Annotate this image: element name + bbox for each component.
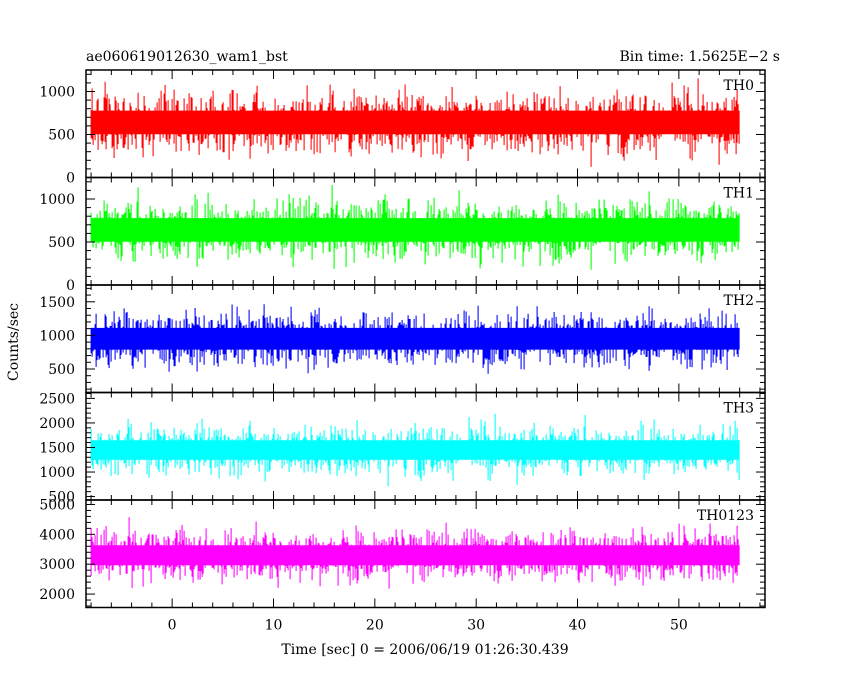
y-tick-label: 2000 <box>39 587 75 603</box>
series-th3 <box>90 413 740 487</box>
y-tick-label: 0 <box>66 171 75 187</box>
panel-th0: 0 500 1000 TH0 <box>39 69 766 187</box>
panel-label-th0123: TH0123 <box>697 508 754 524</box>
y-tick-label: 500 <box>48 128 75 144</box>
y-tick-label: 1000 <box>39 465 75 481</box>
y-tick-label: 500 <box>48 490 75 506</box>
y-tick-label: 1000 <box>39 192 75 208</box>
panel-label-th3: TH3 <box>724 401 754 417</box>
y-tick-label: 500 <box>48 362 75 378</box>
y-tick-label: 4000 <box>39 527 75 543</box>
x-tick-label: 30 <box>467 618 485 634</box>
y-tick-label: 1000 <box>39 328 75 344</box>
panel-th3: 500 1000 1500 2000 2500 TH3 <box>39 391 766 506</box>
series-th1 <box>90 185 740 270</box>
series-th2 <box>90 304 740 374</box>
chart-title-right: Bin time: 1.5625E−2 s <box>619 49 780 65</box>
panel-th0123: 2000 3000 4000 5000 TH0123 0 10 20 30 40 50 <box>39 497 766 634</box>
panel-label-th2: TH2 <box>724 293 754 309</box>
y-axis-label: Counts/sec <box>6 303 22 381</box>
x-axis-label: Time [sec] 0 = 2006/06/19 01:26:30.439 <box>281 642 568 658</box>
y-tick-label: 0 <box>66 278 75 294</box>
panel-label-th0: TH0 <box>724 78 754 94</box>
chart-title-left: ae060619012630_wam1_bst <box>86 49 288 65</box>
panel-frame <box>85 499 766 609</box>
y-tick-label: 3000 <box>39 557 75 573</box>
y-tick-label: 500 <box>48 235 75 251</box>
panel-label-th1: TH1 <box>724 186 754 202</box>
x-tick-label: 40 <box>569 618 587 634</box>
y-tick-label: 1500 <box>39 440 75 456</box>
y-tick-label: 2500 <box>39 391 75 407</box>
series-th0 <box>90 78 740 167</box>
x-tick-label: 0 <box>168 618 177 634</box>
y-tick-label: 2000 <box>39 416 75 432</box>
series-th0123 <box>90 517 740 589</box>
panel-th1: 0 500 1000 TH1 <box>39 176 766 294</box>
y-tick-label: 1500 <box>39 295 75 311</box>
x-tick-label: 20 <box>366 618 384 634</box>
y-tick-label: 5000 <box>39 497 75 513</box>
x-tick-label: 50 <box>670 618 688 634</box>
x-tick-label: 10 <box>265 618 283 634</box>
panel-th2: 500 1000 1500 TH2 <box>39 284 766 394</box>
y-tick-label: 1000 <box>39 85 75 101</box>
